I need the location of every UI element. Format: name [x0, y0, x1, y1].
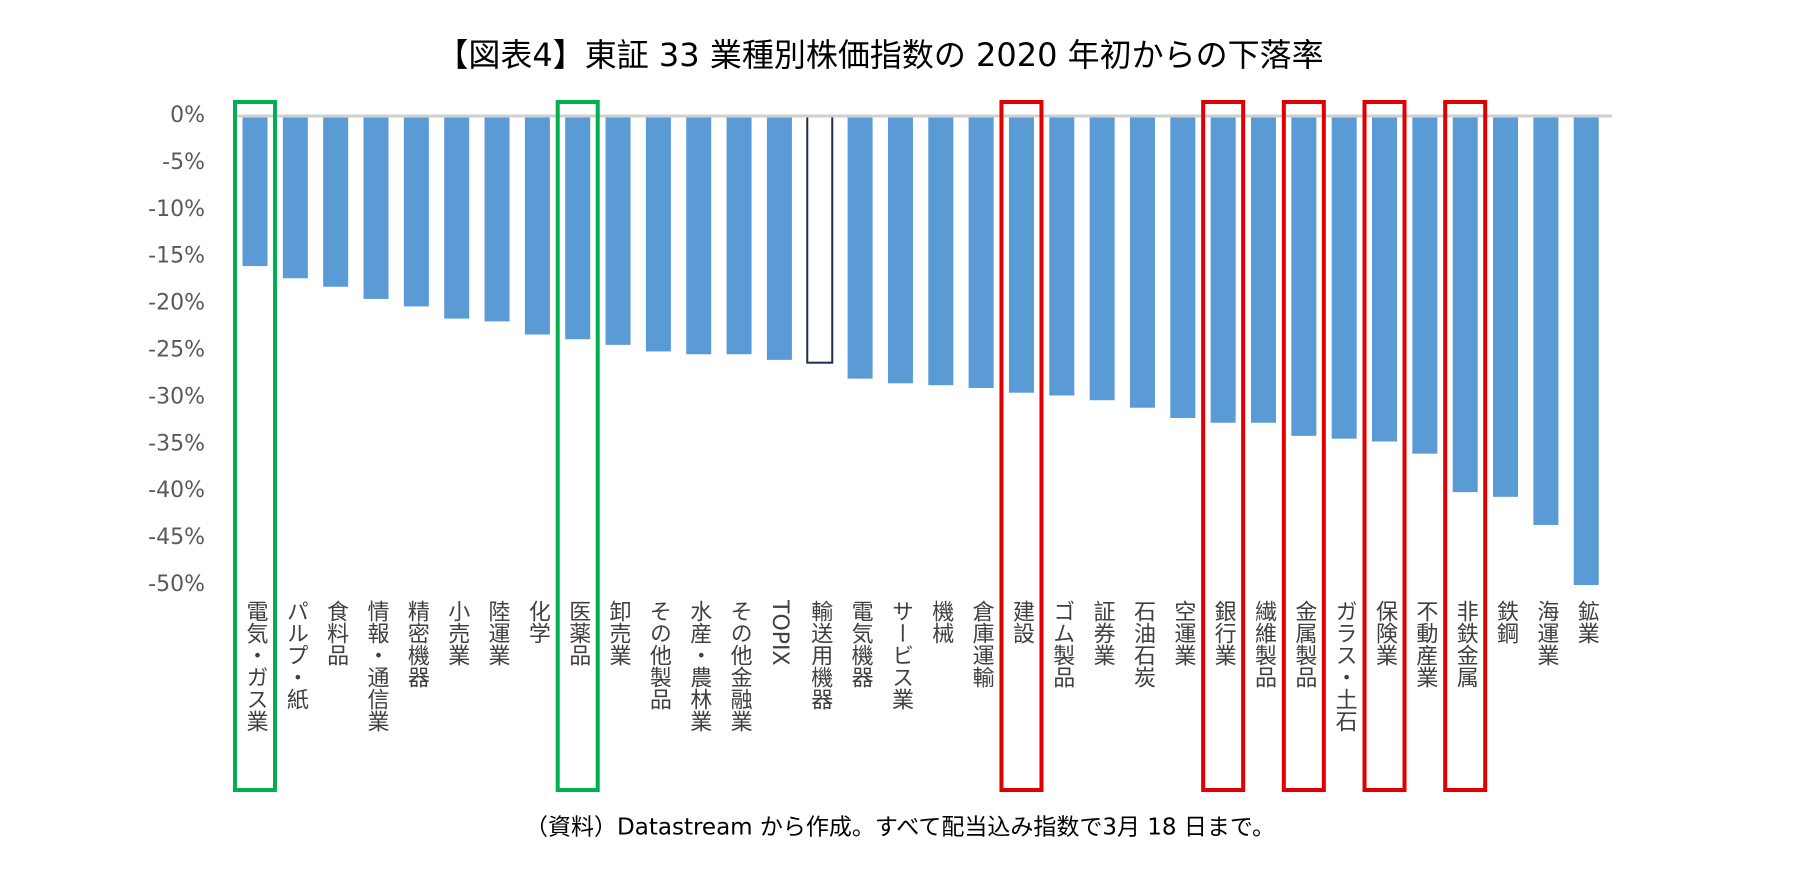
- bar: [282, 116, 308, 279]
- bar: [403, 116, 429, 307]
- highlight-frame: [1362, 100, 1407, 792]
- bar: [847, 116, 873, 379]
- bar: [242, 116, 268, 267]
- chart-note: （資料）Datastream から作成。すべて配当込み指数で3月 18 日まで。: [525, 815, 1275, 841]
- x-tick-label: 情報・通信業: [364, 600, 390, 732]
- x-tick-label: 倉庫運輸: [969, 600, 995, 688]
- x-tick-label: TOPIX: [767, 599, 792, 666]
- bar: [1049, 116, 1075, 396]
- x-tick-label: 証券業: [1090, 600, 1116, 666]
- bar: [887, 116, 913, 384]
- x-tick-label: 輸送用機器: [807, 600, 833, 710]
- bar: [323, 116, 349, 287]
- y-tick-label: -15%: [148, 244, 205, 269]
- y-tick-label: -5%: [162, 150, 205, 175]
- y-tick-label: -10%: [148, 197, 205, 222]
- bar: [1129, 116, 1155, 408]
- bar: [1089, 116, 1115, 401]
- y-tick-label: 0%: [170, 103, 205, 128]
- highlight-frame: [233, 100, 277, 792]
- y-tick-label: -30%: [148, 384, 205, 409]
- y-tick-label: -50%: [148, 572, 205, 597]
- bar: [726, 116, 752, 355]
- x-tick-label: 電気・ガス業: [243, 600, 269, 732]
- x-tick-label: 保険業: [1372, 600, 1398, 666]
- bar: [928, 116, 954, 386]
- chart-title: 【図表4】東証 33 業種別株価指数の 2020 年初からの下落率: [436, 36, 1323, 74]
- x-tick-label: 小売業: [444, 600, 470, 666]
- x-tick-label: 建設: [1009, 600, 1035, 644]
- bar: [1533, 116, 1559, 525]
- x-tick-label: 非鉄金属: [1453, 600, 1479, 688]
- x-tick-label: 空運業: [1170, 600, 1196, 666]
- bar: [1210, 116, 1236, 423]
- bar: [766, 116, 792, 360]
- x-tick-label: 水産・農林業: [686, 600, 712, 732]
- bar: [1008, 116, 1034, 393]
- bar: [444, 116, 470, 319]
- x-tick-label: 海運業: [1533, 600, 1559, 666]
- x-tick-label: 石油石炭: [1130, 600, 1156, 688]
- bar: [1251, 116, 1276, 423]
- y-tick-label: -35%: [148, 431, 205, 456]
- x-tick-label: その他金融業: [727, 600, 753, 732]
- x-tick-label: ガラス・土石: [1332, 600, 1358, 732]
- x-tick-label: ゴム製品: [1049, 600, 1075, 688]
- x-tick-label: 鉄鋼: [1493, 600, 1519, 644]
- bar: [968, 116, 994, 389]
- bar: [686, 116, 712, 355]
- y-tick-label: -20%: [148, 291, 205, 316]
- bar: [484, 116, 510, 322]
- bar: [1170, 116, 1196, 419]
- x-tick-label: 精密機器: [404, 600, 430, 688]
- y-tick-label: -25%: [148, 338, 205, 363]
- bar: [1291, 116, 1317, 436]
- bar: [524, 116, 550, 335]
- x-tick-label: 銀行業: [1211, 600, 1237, 666]
- x-tick-label: サービス業: [888, 600, 914, 710]
- x-tick-label: 陸運業: [485, 600, 511, 666]
- x-tick-label: 鉱業: [1574, 600, 1600, 644]
- y-tick-label: -40%: [148, 478, 205, 503]
- x-tick-label: 金属製品: [1291, 600, 1317, 688]
- bar: [565, 116, 591, 340]
- highlight-frame: [555, 100, 600, 792]
- x-tick-label: 電気機器: [848, 600, 874, 688]
- highlight-frame: [1443, 100, 1488, 792]
- bar: [1331, 116, 1357, 439]
- x-tick-label: 医薬品: [565, 600, 591, 666]
- bar: [1372, 116, 1398, 442]
- x-tick-label: 不動産業: [1412, 600, 1438, 688]
- highlight-frame: [1281, 100, 1326, 792]
- x-tick-label: 卸売業: [606, 600, 632, 666]
- highlight-frame: [1201, 100, 1246, 792]
- x-tick-label: その他製品: [646, 600, 672, 710]
- bar: [1573, 116, 1599, 585]
- x-tick-label: 機械: [928, 600, 954, 644]
- bar: [1412, 116, 1438, 454]
- y-tick-label: -45%: [148, 525, 205, 550]
- x-tick-label: パルプ・紙: [283, 600, 309, 710]
- bar: [806, 115, 834, 364]
- highlight-frame: [999, 100, 1044, 792]
- bar: [645, 116, 671, 352]
- x-tick-label: 化学: [525, 600, 551, 644]
- bar: [363, 116, 389, 299]
- bar: [605, 116, 631, 345]
- bar: [1493, 116, 1519, 497]
- x-tick-label: 食料品: [323, 600, 349, 666]
- bar: [1452, 116, 1478, 493]
- x-tick-label: 繊維製品: [1251, 600, 1277, 688]
